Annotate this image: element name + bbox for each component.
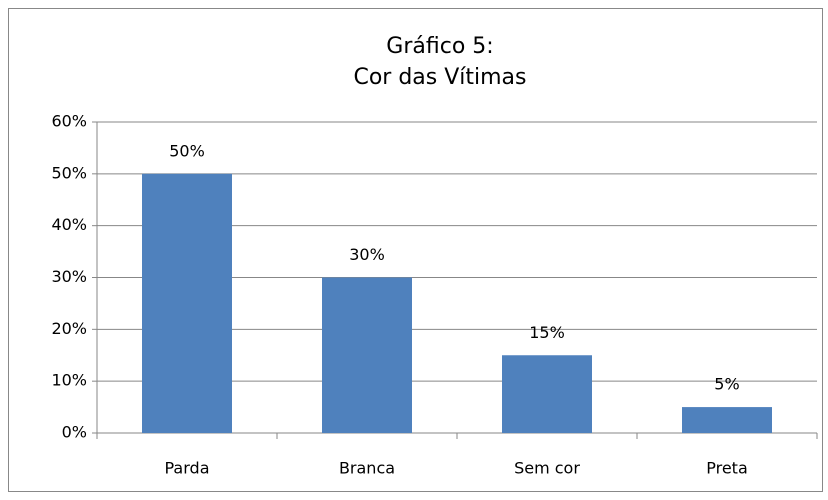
data-label: 15% (529, 323, 565, 342)
y-tick-label: 40% (51, 215, 87, 234)
data-label: 50% (169, 141, 205, 160)
y-tick-label: 0% (62, 423, 87, 442)
x-tick-label: Sem cor (514, 459, 580, 478)
y-tick-label: 60% (51, 112, 87, 131)
bar (142, 173, 232, 434)
data-label: 5% (714, 375, 739, 394)
bar (322, 277, 412, 433)
y-tick-label: 50% (51, 163, 87, 182)
chart-title: Gráfico 5: (386, 34, 493, 59)
chart-title: Cor das Vítimas (353, 65, 526, 90)
bar (682, 407, 772, 433)
x-tick-label: Branca (339, 459, 395, 478)
data-label: 30% (349, 245, 385, 264)
bar (502, 355, 592, 433)
x-tick-label: Parda (165, 459, 210, 478)
y-tick-label: 10% (51, 371, 87, 390)
y-tick-label: 20% (51, 319, 87, 338)
y-tick-label: 30% (51, 267, 87, 286)
x-tick-label: Preta (706, 459, 748, 478)
